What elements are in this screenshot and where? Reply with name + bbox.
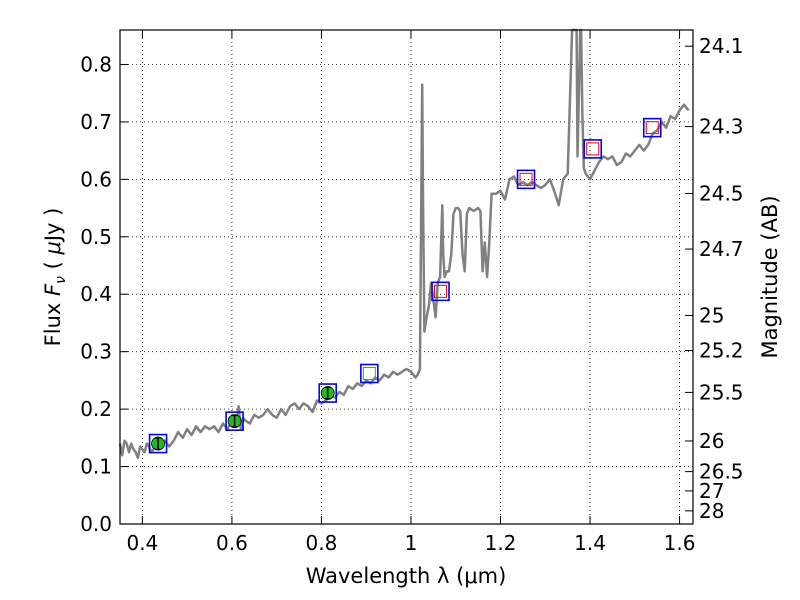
model-band-box: [431, 281, 450, 302]
magnitude-tick-label: 24.7: [699, 237, 744, 261]
magnitude-tick-label: 25: [699, 303, 724, 327]
magnitude-tick-label: 24.1: [699, 34, 744, 58]
y-tick-label: 0.8: [80, 52, 112, 76]
grid-lines: [120, 30, 693, 525]
x-tick-label: 1.2: [485, 531, 517, 555]
plot-frame: [119, 29, 694, 525]
y-tick-label: 0.2: [80, 397, 112, 421]
y-tick-label: 0.0: [80, 512, 112, 536]
model-band-box: [360, 363, 379, 384]
x-tick-label: 0.4: [126, 531, 158, 555]
y-axis-label: Flux Fν ( μJy ): [41, 208, 69, 347]
magnitude-tick-label: 28: [699, 499, 724, 523]
model-spectrum-layer: [118, 28, 690, 460]
model-band-box: [225, 411, 244, 431]
model-spectrum-line: [118, 28, 690, 460]
model-band-box: [642, 117, 662, 138]
magnitude-tick-label: 27: [699, 479, 724, 503]
unobserved-band-marker: [586, 142, 600, 156]
model-band-box: [583, 139, 603, 159]
magnitude-tick-label: 25.5: [699, 380, 744, 404]
y-tick-label: 0.3: [80, 340, 112, 364]
y-tick-label: 0.5: [80, 225, 112, 249]
model-band-box: [318, 383, 338, 403]
x-tick-label: 0.6: [216, 531, 248, 555]
x-axis-label: Wavelength λ (μm): [306, 564, 507, 588]
photometry-layer: [148, 117, 662, 454]
y-tick-label: 0.7: [80, 110, 112, 134]
x-tick-label: 1.6: [664, 531, 696, 555]
magnitude-tick-label: 24.3: [699, 115, 744, 139]
unobserved-band-marker: [362, 367, 376, 381]
model-band-box: [148, 433, 168, 454]
x-tick-label: 0.8: [306, 531, 338, 555]
x-tick-label: 1: [405, 531, 418, 555]
y-axis-ticks: 0.0 0.1 0.2 0.3 0.4 0.5 0.6 0.7 0.8: [80, 52, 128, 536]
unobserved-band-marker: [434, 284, 448, 298]
magnitude-tick-label: 26: [699, 429, 724, 453]
y-tick-label: 0.1: [80, 455, 112, 479]
magnitude-tick-label: 25.2: [699, 339, 744, 363]
unobserved-band-marker: [645, 121, 659, 135]
y-tick-label: 0.4: [80, 282, 112, 306]
y-tick-label: 0.6: [80, 167, 112, 191]
magnitude-axis-label: Magnitude (AB): [758, 195, 782, 358]
model-band-box: [516, 169, 536, 190]
x-tick-label: 1.4: [574, 531, 606, 555]
magnitude-tick-label: 26.5: [699, 460, 744, 484]
unobserved-band-marker: [519, 172, 533, 186]
x-axis-ticks: 0.4 0.6 0.8 1 1.2 1.4 1.6: [126, 30, 695, 555]
magnitude-tick-label: 24.5: [699, 181, 744, 205]
